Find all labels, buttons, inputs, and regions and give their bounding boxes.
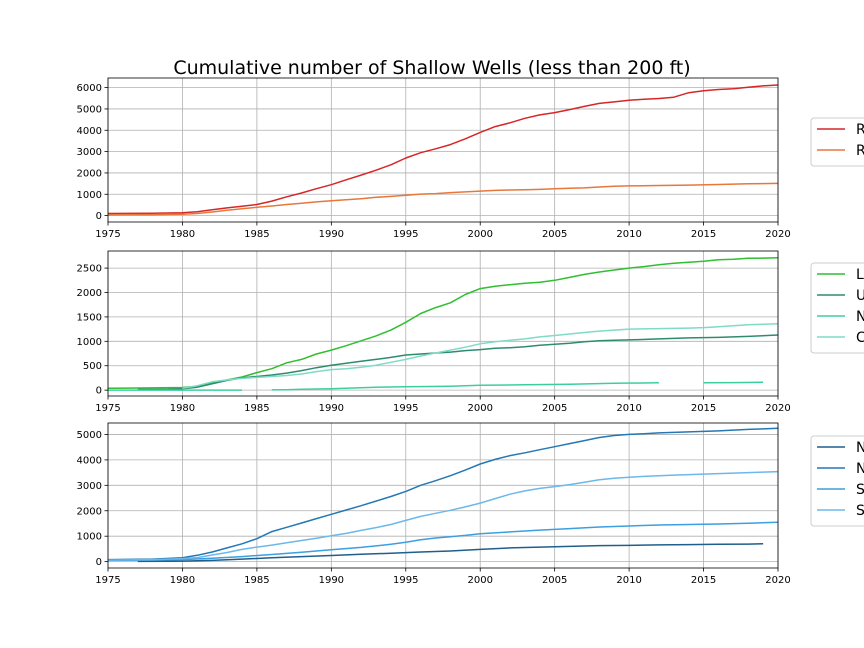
x-tick-label: 1990 — [319, 403, 344, 414]
y-tick-label: 3000 — [77, 147, 102, 158]
x-tick-label: 2005 — [542, 403, 567, 414]
legend-label: N — [856, 461, 864, 477]
x-tick-label: 2005 — [542, 229, 567, 240]
y-tick-label: 2500 — [77, 264, 102, 275]
x-tick-label: 1985 — [244, 403, 269, 414]
legend-label: S — [856, 482, 864, 498]
y-tick-label: 1000 — [77, 532, 102, 543]
series-line-1 — [108, 84, 778, 215]
series-line-4 — [182, 322, 778, 389]
chart-panels: 1975 1980 1985 1990 1995 2000 2005 2010 2015 2020… — [77, 77, 864, 586]
chart-panel-1: 1975 1980 1985 1990 1995 2000 2005 2010 2015 2020… — [77, 77, 864, 240]
y-tick-label: 1000 — [77, 190, 102, 201]
x-tick-label: 2020 — [765, 575, 790, 586]
x-tick-label: 1985 — [244, 575, 269, 586]
y-tick-label: 2000 — [77, 506, 102, 517]
axes-frame — [107, 250, 779, 397]
y-tick-label: 500 — [83, 361, 102, 372]
x-tick-label: 1985 — [244, 229, 269, 240]
x-tick-label: 2010 — [616, 229, 641, 240]
series-line-4 — [108, 470, 778, 561]
y-tick-label: 1000 — [77, 337, 102, 348]
axes-frame — [107, 77, 779, 223]
x-tick-label: 1995 — [393, 229, 418, 240]
y-tick-label: 4000 — [77, 455, 102, 466]
y-tick-label: 2000 — [77, 168, 102, 179]
series-group — [108, 427, 778, 563]
y-tick-label: 0 — [96, 211, 102, 222]
legend-label: L — [856, 267, 864, 283]
legend-box — [810, 117, 864, 167]
chart-panel-3: 1975 1980 1985 1990 1995 2000 2005 2010 2015 2020… — [77, 422, 864, 586]
x-tick-label: 2010 — [616, 575, 641, 586]
legend-label: U — [856, 288, 864, 304]
series-line-2 — [108, 427, 778, 561]
x-tick-label: 1975 — [95, 229, 120, 240]
x-tick-label: 2020 — [765, 403, 790, 414]
x-tick-label: 2020 — [765, 229, 790, 240]
y-tick-label: 1500 — [77, 312, 102, 323]
legend-label: R — [856, 143, 864, 159]
legend-box — [810, 262, 864, 354]
figure-title: Cumulative number of Shallow Wells (less… — [173, 57, 690, 79]
x-tick-label: 2005 — [542, 575, 567, 586]
x-tick-label: 1995 — [393, 575, 418, 586]
x-tick-label: 2000 — [467, 575, 492, 586]
y-tick-label: 6000 — [77, 83, 102, 94]
legend-box — [810, 435, 864, 527]
legend-label: C — [856, 330, 864, 346]
y-tick-label: 3000 — [77, 481, 102, 492]
x-tick-label: 1980 — [170, 403, 195, 414]
legend-label: N — [856, 309, 864, 325]
x-tick-label: 2015 — [691, 403, 716, 414]
x-tick-label: 2000 — [467, 403, 492, 414]
series-line-3 — [108, 521, 778, 562]
series-line-2 — [137, 334, 778, 391]
series-group — [108, 84, 778, 216]
series-line-1 — [108, 257, 778, 389]
x-tick-label: 2010 — [616, 403, 641, 414]
x-tick-label: 2015 — [691, 575, 716, 586]
series-line-1 — [137, 543, 764, 563]
x-tick-label: 1990 — [319, 575, 344, 586]
chart-panel-2: 1975 1980 1985 1990 1995 2000 2005 2010 2015 2020… — [77, 250, 864, 414]
y-tick-label: 4000 — [77, 126, 102, 137]
series-group — [108, 257, 778, 391]
x-tick-label: 1990 — [319, 229, 344, 240]
legend-label: S — [856, 503, 864, 519]
x-tick-label: 1980 — [170, 229, 195, 240]
y-tick-label: 5000 — [77, 104, 102, 115]
x-tick-label: 1975 — [95, 575, 120, 586]
x-tick-label: 1980 — [170, 575, 195, 586]
x-tick-label: 2000 — [467, 229, 492, 240]
x-tick-label: 1995 — [393, 403, 418, 414]
series-line-2 — [108, 182, 778, 216]
legend-label: R — [856, 122, 864, 138]
legend: RR — [810, 117, 864, 167]
x-tick-label: 2015 — [691, 229, 716, 240]
legend-label: N — [856, 440, 864, 456]
y-tick-label: 2000 — [77, 288, 102, 299]
axes-frame — [107, 422, 779, 569]
x-tick-label: 1975 — [95, 403, 120, 414]
y-tick-label: 5000 — [77, 430, 102, 441]
series-line-3 — [271, 382, 659, 391]
series-line-3 — [703, 381, 764, 384]
y-tick-label: 0 — [96, 386, 102, 397]
y-tick-label: 0 — [96, 557, 102, 568]
